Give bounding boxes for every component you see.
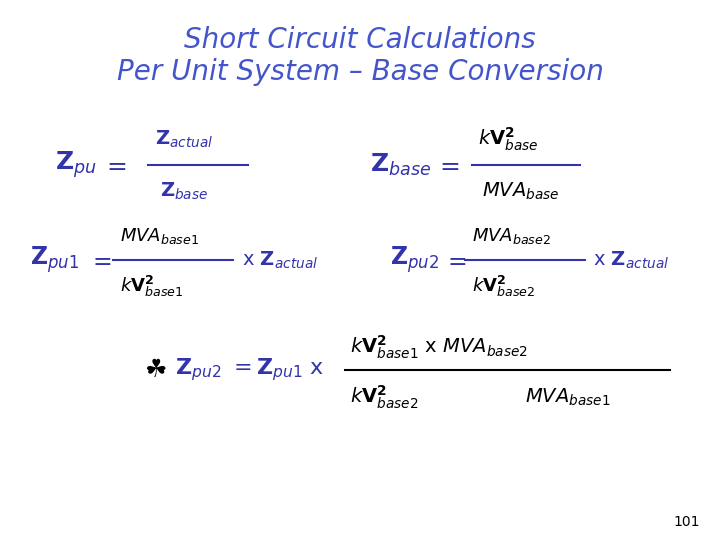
Text: $\mathbf{Z}_{pu2}\ =\mathbf{Z}_{pu1}\ \mathrm{x}$: $\mathbf{Z}_{pu2}\ =\mathbf{Z}_{pu1}\ \m…: [175, 356, 325, 383]
Text: $\mathbf{Z}_{base}$: $\mathbf{Z}_{base}$: [160, 180, 208, 201]
Text: $k\mathbf{V}^{\mathbf{2}}_{base2}$: $k\mathbf{V}^{\mathbf{2}}_{base2}$: [472, 273, 535, 299]
Text: $\mathit{MVA}_{base}$: $\mathit{MVA}_{base}$: [482, 180, 559, 201]
Text: $k\mathbf{V}^{\mathbf{2}}_{base1}$: $k\mathbf{V}^{\mathbf{2}}_{base1}$: [120, 273, 184, 299]
Text: $\mathit{MVA}_{base2}$: $\mathit{MVA}_{base2}$: [472, 226, 551, 246]
Text: $\mathit{MVA}_{base1}$: $\mathit{MVA}_{base1}$: [120, 226, 199, 246]
Text: $\mathbf{Z}_{pu1}$: $\mathbf{Z}_{pu1}$: [30, 245, 79, 275]
Text: $k\mathbf{V}^{\mathbf{2}}_{base}$: $k\mathbf{V}^{\mathbf{2}}_{base}$: [478, 125, 539, 153]
Text: Short Circuit Calculations: Short Circuit Calculations: [184, 26, 536, 54]
Text: $k\mathbf{V}^{\mathbf{2}}_{base1}\ \mathrm{x}\ \mathit{MVA}_{base2}$: $k\mathbf{V}^{\mathbf{2}}_{base1}\ \math…: [350, 333, 528, 361]
Text: $\mathbf{Z}_{pu}$: $\mathbf{Z}_{pu}$: [55, 150, 96, 180]
Text: $\mathrm{x}\ \mathbf{Z}_{actual}$: $\mathrm{x}\ \mathbf{Z}_{actual}$: [593, 249, 669, 271]
Text: $k\mathbf{V}^{\mathbf{2}}_{base2}$: $k\mathbf{V}^{\mathbf{2}}_{base2}$: [350, 383, 418, 411]
Text: $\mathrm{x}\ \mathbf{Z}_{actual}$: $\mathrm{x}\ \mathbf{Z}_{actual}$: [242, 249, 318, 271]
Text: Per Unit System – Base Conversion: Per Unit System – Base Conversion: [117, 58, 603, 86]
Text: ☘: ☘: [144, 358, 166, 382]
Text: $=$: $=$: [102, 153, 127, 177]
Text: 101: 101: [673, 515, 700, 529]
Text: $=$: $=$: [88, 248, 112, 272]
Text: $\mathbf{Z}_{base}$: $\mathbf{Z}_{base}$: [370, 152, 431, 178]
Text: $\mathbf{Z}_{actual}$: $\mathbf{Z}_{actual}$: [155, 129, 213, 150]
Text: $\mathit{MVA}_{base1}$: $\mathit{MVA}_{base1}$: [525, 386, 611, 408]
Text: $\mathbf{Z}_{pu2}$: $\mathbf{Z}_{pu2}$: [390, 245, 439, 275]
Text: $=$: $=$: [436, 153, 461, 177]
Text: $=$: $=$: [443, 248, 467, 272]
